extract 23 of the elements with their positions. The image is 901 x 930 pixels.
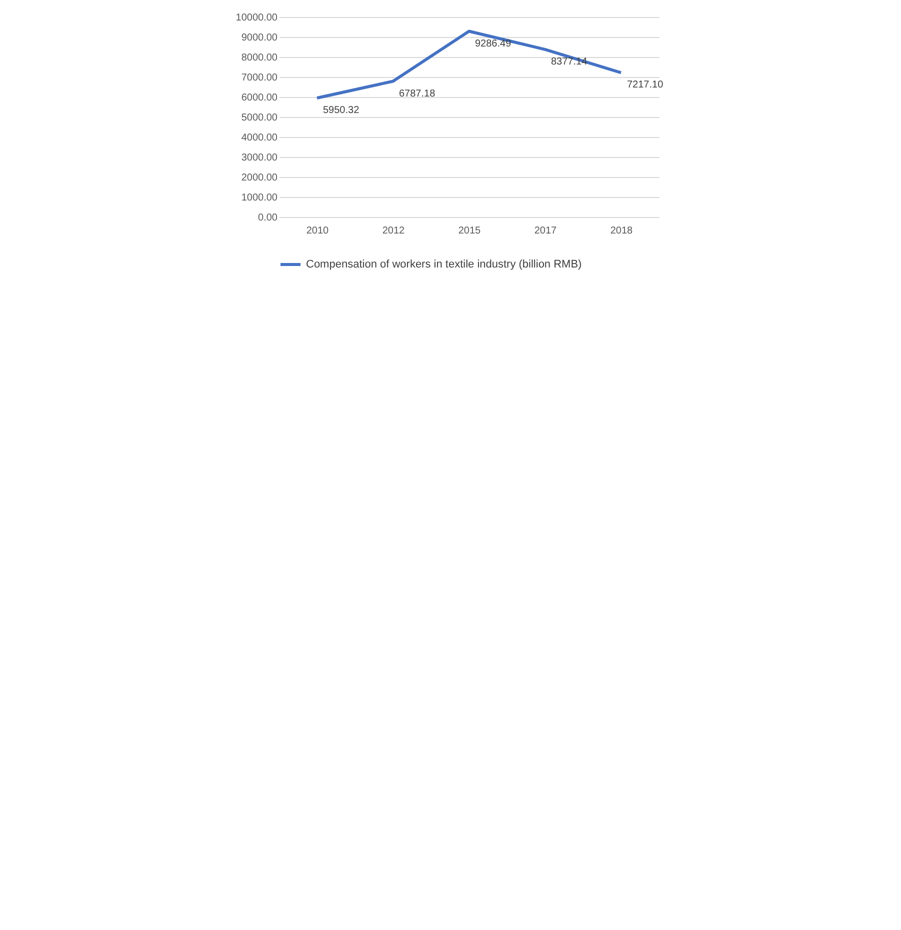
line-series <box>316 30 622 100</box>
legend-label: Compensation of workers in textile industry (billion RMB) <box>306 258 582 270</box>
x-tick-label: 2018 <box>610 226 634 236</box>
data-label: 5950.32 <box>323 104 360 116</box>
y-tick-label: 6000.00 <box>241 92 278 104</box>
y-tick-label: 9000.00 <box>241 32 278 44</box>
y-tick-label: 5000.00 <box>241 112 278 124</box>
data-label: 6787.18 <box>399 88 436 100</box>
y-tick-label: 0.00 <box>258 212 278 224</box>
y-tick-label: 1000.00 <box>241 192 278 204</box>
y-tick-label: 2000.00 <box>241 172 278 184</box>
data-label: 7217.10 <box>627 80 664 91</box>
y-tick-label: 4000.00 <box>241 132 278 144</box>
x-tick-label: 2017 <box>534 226 558 236</box>
x-tick-label: 2012 <box>382 226 406 236</box>
y-tick-label: 7000.00 <box>241 72 278 84</box>
x-tick-label: 2015 <box>458 226 482 236</box>
y-tick-label: 10000.00 <box>236 12 278 24</box>
y-tick-label: 3000.00 <box>241 152 278 164</box>
x-tick-label: 2010 <box>306 226 330 236</box>
data-label: 9286.49 <box>475 38 512 50</box>
data-label: 8377.14 <box>551 56 588 68</box>
y-tick-label: 8000.00 <box>241 52 278 64</box>
